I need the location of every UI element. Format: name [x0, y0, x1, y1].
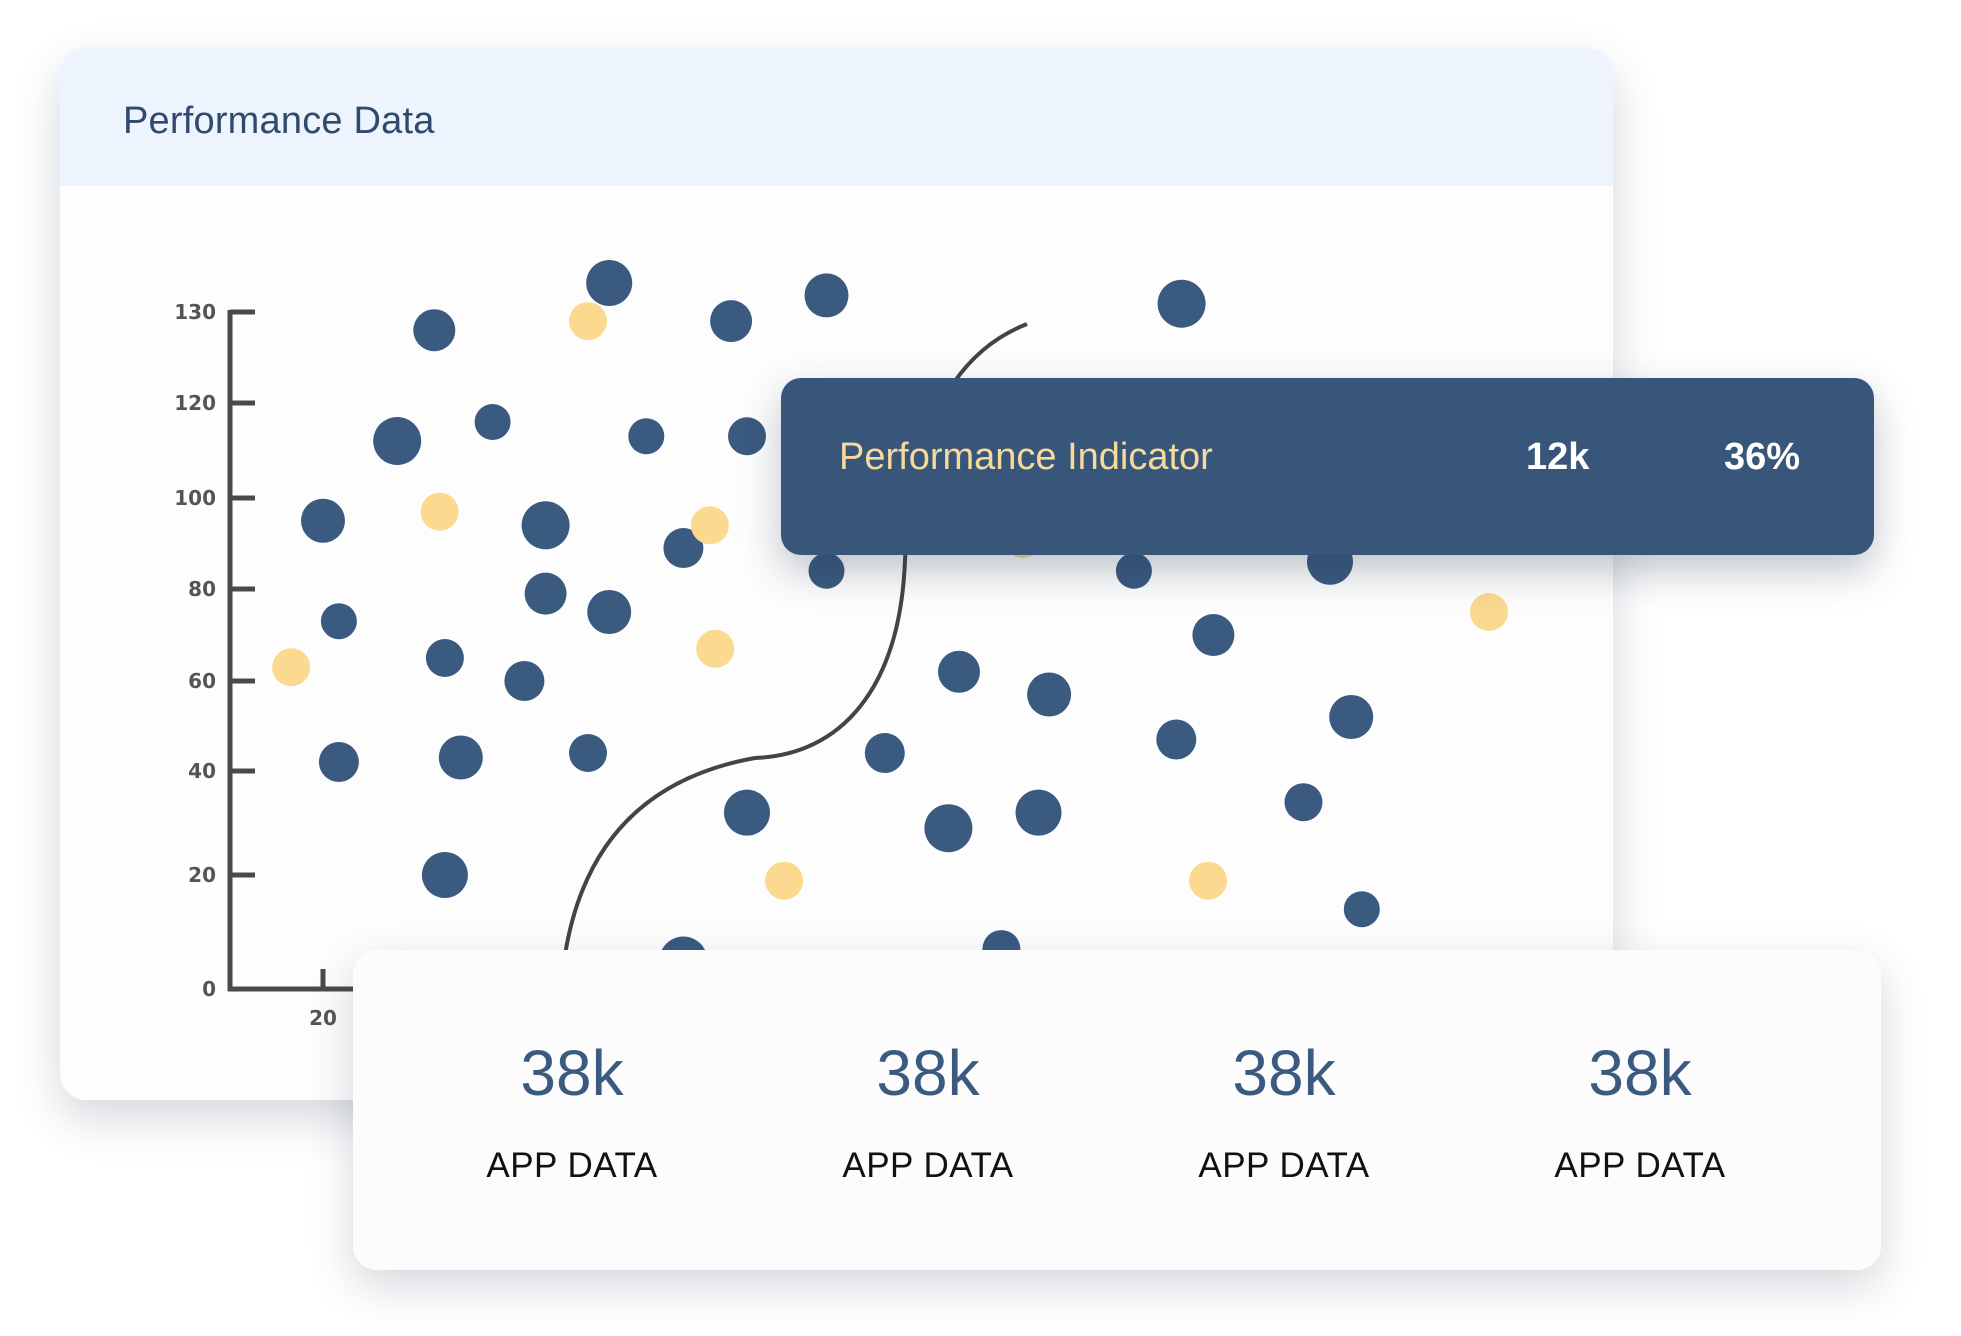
scatter-point-yellow — [1470, 593, 1508, 631]
scatter-point-navy — [421, 852, 468, 898]
stat-value: 38k — [1588, 1037, 1692, 1109]
stat-label: APP DATA — [1554, 1146, 1726, 1185]
scatter-point-navy — [1027, 672, 1072, 717]
scatter-point-navy — [320, 603, 357, 640]
y-tick-label: 80 — [188, 577, 216, 601]
scatter-point-navy — [301, 498, 345, 543]
scatter-point-navy — [1015, 789, 1062, 836]
scatter-point-navy — [728, 417, 766, 456]
card-header: Performance Data — [60, 48, 1613, 186]
indicator-value-count: 12k — [1526, 436, 1590, 478]
stat-label: APP DATA — [1198, 1146, 1370, 1185]
stat-value: 38k — [876, 1037, 980, 1109]
scatter-point-yellow — [765, 861, 804, 900]
scatter-point-yellow — [420, 492, 459, 531]
scatter-point-yellow — [569, 302, 607, 341]
performance-card: Performance Data — [60, 48, 1613, 1100]
scatter-point-yellow — [690, 506, 729, 545]
stat-label: APP DATA — [842, 1146, 1014, 1185]
scatter-point-navy — [804, 273, 849, 318]
scatter-point-navy — [864, 733, 905, 773]
indicator-value-percent: 36% — [1724, 436, 1801, 478]
x-tick-label: 20 — [309, 1006, 337, 1030]
scatter-point-navy — [474, 404, 511, 440]
y-tick-label: 130 — [174, 300, 216, 324]
scatter-point-yellow — [272, 648, 311, 687]
scatter-point-navy — [504, 661, 545, 701]
stat-item: 38k APP DATA — [748, 950, 1108, 1270]
scatter-point-navy — [1115, 552, 1152, 589]
scatter-point-navy — [1156, 719, 1197, 760]
stat-item: 38k APP DATA — [392, 950, 752, 1270]
scatter-point-navy — [1157, 279, 1206, 328]
stat-item: 38k APP DATA — [1104, 950, 1464, 1270]
y-tick-label: 120 — [174, 391, 216, 415]
y-tick-label: 60 — [188, 669, 216, 693]
scatter-point-yellow — [1189, 861, 1228, 900]
card-title: Performance Data — [123, 100, 435, 142]
scatter-point-navy — [663, 528, 704, 569]
scatter-point-navy — [710, 300, 753, 343]
scatter-point-navy — [373, 417, 422, 465]
scatter-point-navy — [1329, 695, 1374, 739]
scatter-point-navy — [425, 639, 464, 677]
scatter-point-navy — [569, 734, 607, 772]
y-tick-label: 40 — [188, 759, 216, 783]
stat-item: 38k APP DATA — [1460, 950, 1820, 1270]
scatter-point-navy — [1192, 614, 1235, 656]
stat-label: APP DATA — [486, 1146, 658, 1185]
scatter-point-navy — [724, 789, 770, 836]
scatter-point-navy — [413, 309, 456, 352]
stat-value: 38k — [520, 1037, 624, 1109]
scatter-point-navy — [587, 590, 632, 634]
indicator-label: Performance Indicator — [839, 436, 1213, 478]
scatter-point-navy — [438, 735, 483, 780]
scatter-point-navy — [1284, 783, 1323, 822]
scatter-point-navy — [521, 501, 570, 550]
scatter-point-navy — [318, 742, 359, 782]
stats-card: 38k APP DATA 38k APP DATA 38k APP DATA 3… — [353, 950, 1881, 1270]
scatter-point-navy — [1343, 891, 1380, 928]
scatter-point-navy — [524, 572, 567, 615]
performance-indicator-card: Performance Indicator 12k 36% — [781, 378, 1874, 555]
scatter-point-navy — [808, 552, 845, 589]
scatter-point-navy — [924, 804, 973, 853]
stat-value: 38k — [1232, 1037, 1336, 1109]
scatter-point-navy — [628, 418, 665, 455]
y-tick-label: 0 — [202, 977, 216, 1001]
scatter-point-navy — [586, 260, 633, 306]
scatter-point-yellow — [696, 629, 735, 668]
scatter-point-navy — [938, 650, 980, 693]
y-tick-label: 20 — [188, 863, 216, 887]
y-tick-label: 100 — [174, 486, 216, 510]
